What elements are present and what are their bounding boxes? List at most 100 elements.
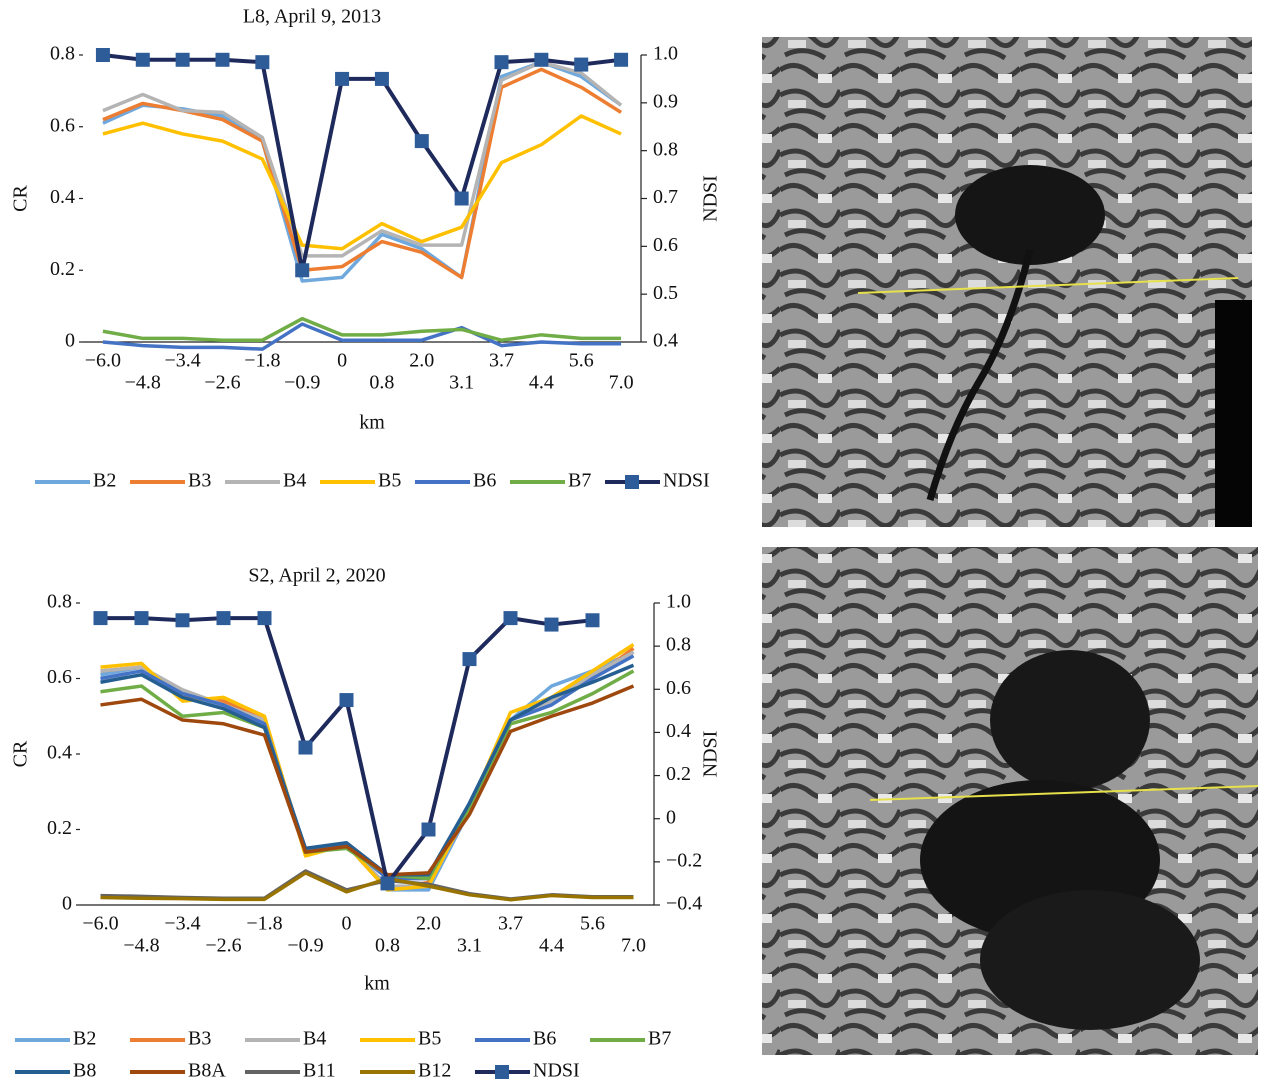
x-tick-label: −0.9 bbox=[284, 372, 320, 394]
y2-axis-label: NDSI bbox=[700, 731, 722, 778]
satellite-image-2020 bbox=[762, 547, 1259, 1055]
x-axis-label: km bbox=[359, 412, 385, 434]
ndsi-marker bbox=[175, 613, 190, 628]
legend-marker bbox=[495, 1065, 509, 1079]
y2-tick-label: 0.4 bbox=[666, 720, 691, 742]
x-axis-label: km bbox=[364, 973, 390, 995]
series-line bbox=[102, 322, 622, 351]
satellite-image-2013 bbox=[762, 37, 1252, 527]
y-tick-label: 0.8 bbox=[47, 591, 72, 613]
x-tick-label: −2.6 bbox=[204, 372, 240, 394]
ndsi-marker bbox=[298, 740, 313, 755]
ndsi-marker bbox=[574, 57, 589, 72]
x-tick-label: 3.7 bbox=[498, 913, 523, 935]
y-tick-label: 0.4 bbox=[50, 186, 75, 208]
series-line bbox=[102, 60, 623, 283]
series-line bbox=[100, 871, 634, 902]
legend-label: B6 bbox=[473, 470, 496, 492]
ndsi-marker bbox=[380, 876, 395, 891]
y-axis-label: CR bbox=[10, 740, 32, 767]
series-line bbox=[102, 114, 622, 251]
chart-title: L8, April 9, 2013 bbox=[243, 6, 381, 28]
legend-label: B4 bbox=[303, 1028, 326, 1050]
legend-label: B7 bbox=[568, 470, 591, 492]
x-tick-label: 5.6 bbox=[580, 913, 605, 935]
x-tick-label: 0.8 bbox=[369, 372, 394, 394]
ndsi-marker bbox=[295, 263, 310, 278]
x-tick-label: 7.0 bbox=[621, 935, 646, 957]
ndsi-marker bbox=[335, 71, 350, 86]
y2-tick-label: −0.2 bbox=[666, 849, 702, 871]
chart-title: S2, April 2, 2020 bbox=[248, 565, 385, 587]
ndsi-marker bbox=[93, 611, 108, 626]
y-tick-label: 0.2 bbox=[47, 817, 72, 839]
ndsi-marker bbox=[175, 52, 190, 67]
ndsi-marker bbox=[462, 652, 477, 667]
legend-label: B12 bbox=[418, 1060, 451, 1082]
x-tick-label: −3.4 bbox=[164, 913, 200, 935]
y2-tick-label: 0.2 bbox=[666, 763, 691, 785]
y2-tick-label: −0.4 bbox=[666, 893, 702, 915]
y-tick-label: 0.6 bbox=[50, 114, 75, 136]
y2-tick-label: 0.4 bbox=[653, 330, 678, 352]
ndsi-marker bbox=[215, 52, 230, 67]
y2-tick-label: 0.5 bbox=[653, 282, 678, 304]
ndsi-marker bbox=[216, 611, 231, 626]
legend-label: B5 bbox=[378, 470, 401, 492]
y2-tick-label: 0.6 bbox=[653, 234, 678, 256]
series-line bbox=[100, 663, 635, 877]
legend-label: B3 bbox=[188, 470, 211, 492]
ndsi-marker bbox=[134, 611, 149, 626]
legend-label: B8A bbox=[188, 1060, 226, 1082]
x-tick-label: 5.6 bbox=[569, 350, 594, 372]
legend-label: B2 bbox=[93, 470, 116, 492]
y2-tick-label: 0.8 bbox=[653, 138, 678, 160]
y-tick-label: 0 bbox=[62, 893, 72, 915]
y-tick-label: 0.2 bbox=[50, 258, 75, 280]
series-line bbox=[102, 67, 623, 280]
ndsi-marker bbox=[414, 134, 429, 149]
ndsi-marker bbox=[544, 617, 559, 632]
y-tick-label: 0.4 bbox=[47, 742, 72, 764]
ndsi-marker bbox=[135, 52, 150, 67]
legend-label: NDSI bbox=[533, 1060, 580, 1082]
x-tick-label: 4.4 bbox=[529, 372, 554, 394]
x-tick-label: −2.6 bbox=[205, 935, 241, 957]
legend-label: B6 bbox=[533, 1028, 556, 1050]
legend-label: B5 bbox=[418, 1028, 441, 1050]
ndsi-marker bbox=[421, 822, 436, 837]
x-tick-label: 7.0 bbox=[609, 372, 634, 394]
series-line bbox=[102, 60, 623, 258]
x-tick-label: 0.8 bbox=[375, 935, 400, 957]
x-tick-label: 3.1 bbox=[457, 935, 482, 957]
ndsi-marker bbox=[95, 48, 110, 62]
x-tick-label: 0 bbox=[342, 913, 352, 935]
series-line bbox=[100, 684, 635, 877]
legend-label: B8 bbox=[73, 1060, 96, 1082]
series-line bbox=[100, 650, 635, 888]
legend-label: B3 bbox=[188, 1028, 211, 1050]
legend-label: B2 bbox=[73, 1028, 96, 1050]
y-tick-label: 0 bbox=[65, 330, 75, 352]
x-tick-label: −6.0 bbox=[85, 350, 121, 372]
legend-label: NDSI bbox=[663, 470, 710, 492]
x-tick-label: −4.8 bbox=[123, 935, 159, 957]
ndsi-marker bbox=[494, 55, 509, 70]
x-tick-label: −1.8 bbox=[244, 350, 280, 372]
ndsi-marker bbox=[585, 613, 600, 628]
x-tick-label: 2.0 bbox=[409, 350, 434, 372]
series-line bbox=[102, 316, 622, 342]
x-tick-label: 3.7 bbox=[489, 350, 514, 372]
x-tick-label: −3.4 bbox=[165, 350, 201, 372]
y2-tick-label: 0 bbox=[666, 806, 676, 828]
ndsi-marker bbox=[503, 611, 518, 626]
y-axis-label: CR bbox=[10, 185, 32, 212]
ndsi-marker bbox=[257, 611, 272, 626]
x-tick-label: 3.1 bbox=[449, 372, 474, 394]
series-line bbox=[100, 643, 635, 892]
y-tick-label: 0.8 bbox=[50, 43, 75, 65]
legend-label: B4 bbox=[283, 470, 306, 492]
y2-tick-label: 0.9 bbox=[653, 90, 678, 112]
